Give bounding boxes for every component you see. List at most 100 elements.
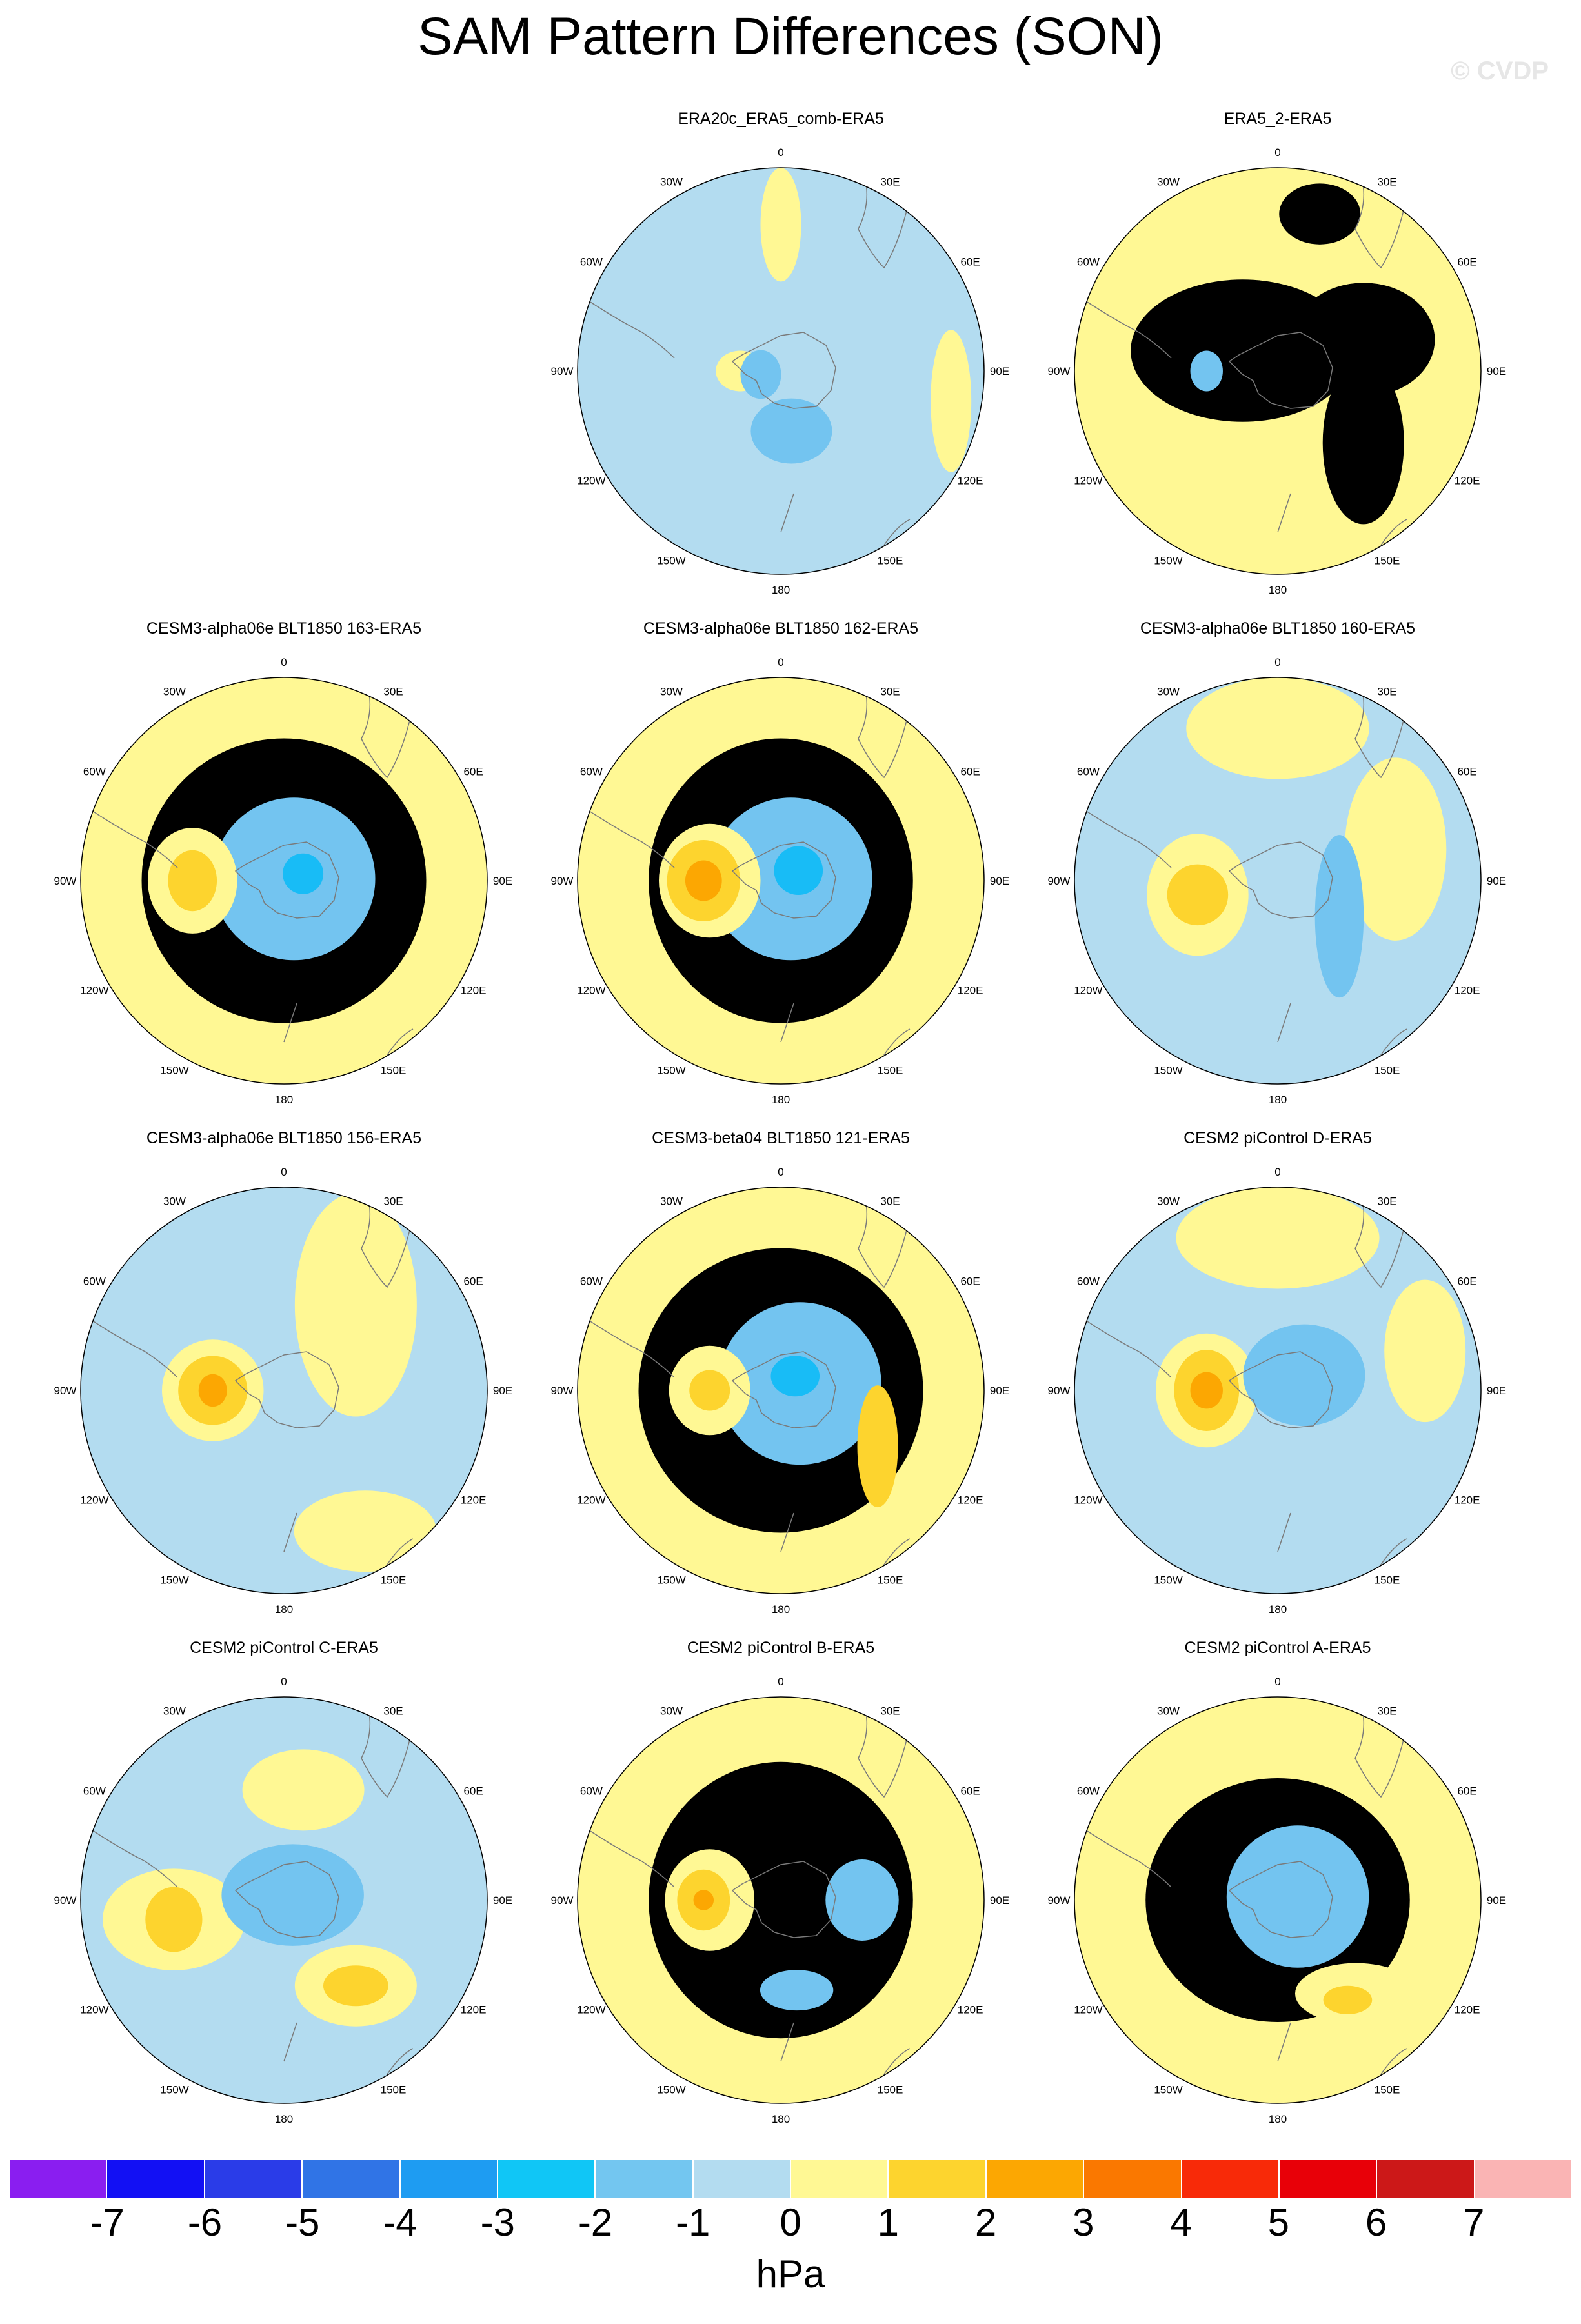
continent-coastline [1074, 1822, 1172, 1888]
longitude-label: 150W [1154, 1065, 1182, 1077]
longitude-label: 120E [461, 985, 487, 997]
map-panel: CESM3-alpha06e BLT1850 163-ERA5 0 30E 60E 90… [29, 619, 539, 1129]
anomaly-contour [221, 1844, 364, 1946]
anomaly-contour [1131, 279, 1354, 422]
map-panel: CESM2 piControl A-ERA5 0 30E 60E 90E 120E 150E… [1023, 1639, 1533, 2149]
longitude-label: 60W [580, 256, 603, 268]
longitude-label: 120E [1455, 475, 1480, 487]
longitude-label: 90E [990, 1385, 1009, 1397]
longitude-label: 180 [1269, 1603, 1287, 1616]
map-border [80, 1696, 488, 2104]
anomaly-contour [168, 850, 217, 912]
longitude-label: 120W [577, 2004, 605, 2016]
continent-coastline [81, 803, 178, 868]
longitude-label: 120W [1074, 475, 1102, 487]
longitude-label: 180 [275, 1094, 293, 1106]
longitude-label: 120E [461, 2004, 487, 2016]
longitude-label: 150E [878, 1065, 903, 1077]
longitude-label: 120W [80, 2004, 108, 2016]
longitude-label: 60E [960, 1785, 980, 1798]
longitude-label: 120W [1074, 985, 1102, 997]
longitude-label: 150W [657, 1065, 685, 1077]
colorbar-box [303, 2160, 401, 2198]
continent-coastline [361, 1196, 414, 1288]
colorbar-tick-label: -3 [480, 2201, 515, 2244]
map-border [1074, 1187, 1482, 1594]
colorbar-tick-label: -2 [578, 2201, 613, 2244]
anomaly-contour [1190, 350, 1223, 392]
anomaly-contour [1322, 361, 1404, 525]
colorbar-box [1475, 2160, 1571, 2198]
antarctica-coastline [1228, 1351, 1333, 1428]
longitude-label: 30W [1157, 1195, 1180, 1207]
longitude-label: 0 [778, 656, 783, 668]
anomaly-contour [145, 1887, 203, 1952]
continent-coastline [1074, 803, 1172, 868]
longitude-label: 150W [657, 555, 685, 567]
map-border [80, 1187, 488, 1594]
longitude-label: 90W [1048, 1894, 1071, 1907]
longitude-label: 30W [660, 175, 683, 188]
map-panel: CESM2 piControl C-ERA5 0 30E 60E 90E 120E 150E… [29, 1639, 539, 2149]
continent-coastline [858, 177, 911, 269]
map-border [1074, 1696, 1482, 2104]
longitude-label: 150E [1375, 555, 1400, 567]
continent-coastline [578, 1822, 675, 1888]
anomaly-contour [760, 168, 801, 282]
longitude-label: 180 [1269, 1094, 1287, 1106]
longitude-label: 0 [1274, 1166, 1280, 1178]
anomaly-contour [1344, 757, 1447, 941]
longitude-label: 90W [551, 875, 574, 887]
longitude-label: 90W [551, 365, 574, 377]
map-border [577, 1187, 985, 1594]
panel-title: CESM2 piControl D-ERA5 [1183, 1129, 1372, 1147]
continent-coastline [1354, 686, 1407, 779]
map-panel: CESM3-alpha06e BLT1850 160-ERA5 0 30E 60E 90… [1023, 619, 1533, 1129]
continent-coastline [1277, 1003, 1291, 1043]
longitude-label: 0 [1274, 656, 1280, 668]
continent-coastline [578, 803, 675, 868]
panel-title: CESM2 piControl A-ERA5 [1184, 1639, 1371, 1657]
longitude-label: 150E [1375, 1574, 1400, 1587]
colorbar-box [10, 2160, 108, 2198]
polar-map: 0 30E 60E 90E 120E 150E 180 150W 120W 90W 60W 30W [1048, 1166, 1507, 1616]
continent-coastline [780, 2022, 794, 2062]
longitude-label: 60W [1077, 256, 1100, 268]
longitude-label: 30E [383, 685, 403, 697]
longitude-label: 60E [1457, 256, 1476, 268]
continent-coastline [578, 1312, 675, 1378]
antarctica-coastline [234, 841, 339, 919]
map-panel: CESM3-alpha06e BLT1850 162-ERA5 0 30E 60E 90… [526, 619, 1036, 1129]
longitude-label: 180 [1269, 584, 1287, 596]
longitude-label: 150E [381, 1574, 407, 1587]
longitude-label: 180 [1269, 2113, 1287, 2125]
longitude-label: 60E [463, 766, 483, 778]
anomaly-contour [1292, 283, 1435, 397]
longitude-label: 180 [772, 2113, 790, 2125]
longitude-label: 60W [580, 1785, 603, 1798]
longitude-label: 60W [83, 1276, 106, 1288]
longitude-label: 120W [80, 985, 108, 997]
longitude-label: 60W [83, 766, 106, 778]
longitude-label: 30W [163, 685, 186, 697]
longitude-label: 60W [1077, 1276, 1100, 1288]
longitude-label: 60E [463, 1785, 483, 1798]
colorbar-tick-label: -4 [383, 2201, 418, 2244]
panel-title: ERA5_2-ERA5 [1224, 110, 1332, 128]
anomaly-contour [294, 1490, 437, 1572]
longitude-label: 150E [878, 2084, 903, 2096]
longitude-label: 120E [958, 1494, 983, 1507]
polar-map: 0 30E 60E 90E 120E 150E 180 150W 120W 90W 60W 30W [551, 1676, 1010, 2125]
panel-title: CESM3-alpha06e BLT1850 163-ERA5 [146, 619, 422, 637]
polar-map: 0 30E 60E 90E 120E 150E 180 150W 120W 90W 60W 30W [551, 1166, 1010, 1616]
continent-coastline [858, 1706, 911, 1798]
polar-map: 0 30E 60E 90E 120E 150E 180 150W 120W 90W 60W 30W [551, 146, 1010, 596]
longitude-label: 150E [878, 1574, 903, 1587]
longitude-label: 150W [1154, 2084, 1182, 2096]
longitude-label: 30W [1157, 685, 1180, 697]
continent-coastline [1277, 1512, 1291, 1552]
colorbar-box [107, 2160, 205, 2198]
panel-title: CESM3-beta04 BLT1850 121-ERA5 [652, 1129, 910, 1147]
longitude-label: 90E [493, 1385, 512, 1397]
longitude-label: 120E [958, 475, 983, 487]
